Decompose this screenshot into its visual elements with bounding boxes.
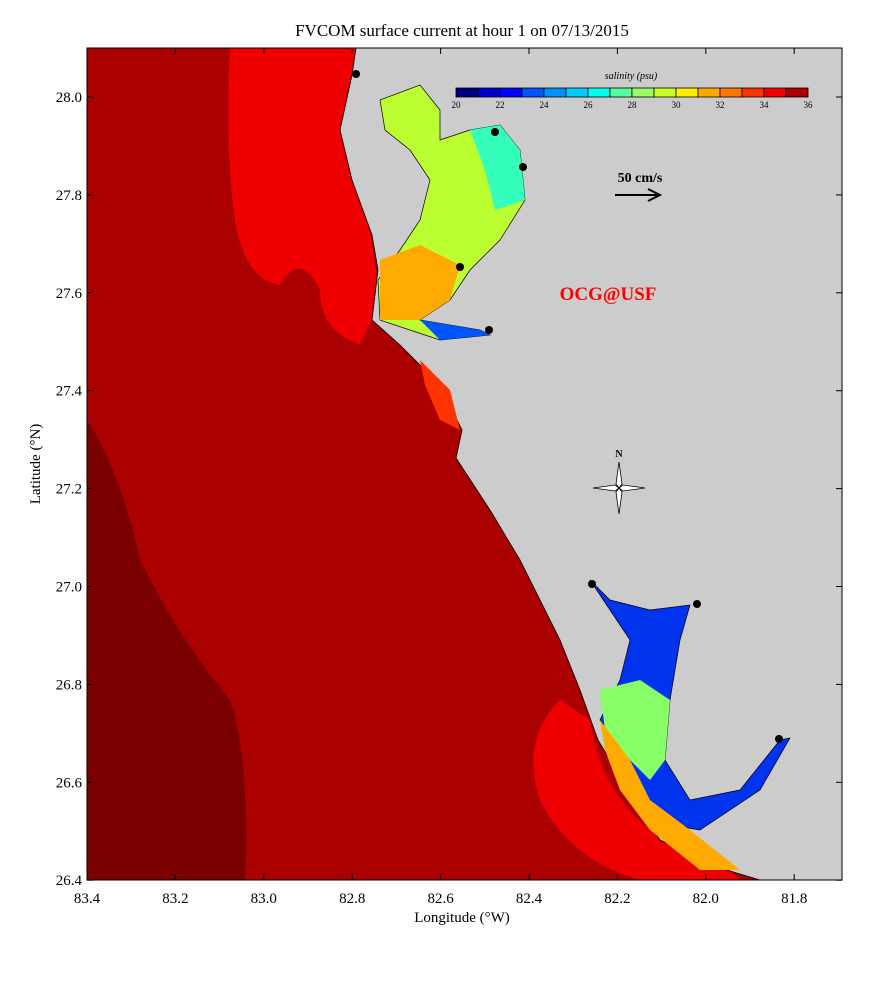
plot-title: FVCOM surface current at hour 1 on 07/13… bbox=[295, 21, 629, 40]
x-axis-label: Longitude (°W) bbox=[414, 910, 510, 926]
x-tick-label: 83.2 bbox=[162, 891, 188, 907]
colorbar-tick-label: 24 bbox=[540, 100, 550, 110]
colorbar-swatch bbox=[522, 88, 544, 97]
colorbar-tick-label: 28 bbox=[628, 100, 638, 110]
colorbar-swatch bbox=[698, 88, 720, 97]
ocg-usf-watermark: OCG@USF bbox=[560, 284, 657, 305]
colorbar-swatch bbox=[610, 88, 632, 97]
colorbar-swatch bbox=[500, 88, 522, 97]
y-tick-label: 27.6 bbox=[56, 286, 83, 302]
x-tick-label: 83.0 bbox=[251, 891, 277, 907]
colorbar-swatch bbox=[588, 88, 610, 97]
colorbar-swatch bbox=[764, 88, 786, 97]
y-tick-label: 27.2 bbox=[56, 482, 82, 498]
colorbar-tick-label: 30 bbox=[672, 100, 682, 110]
colorbar-label: salinity (psu) bbox=[605, 71, 658, 82]
colorbar-tick-label: 36 bbox=[804, 100, 814, 110]
x-tick-label: 82.2 bbox=[604, 891, 630, 907]
x-tick-label: 81.8 bbox=[781, 891, 807, 907]
x-tick-label: 82.0 bbox=[693, 891, 719, 907]
colorbar-swatch bbox=[742, 88, 764, 97]
x-tick-label: 82.6 bbox=[427, 891, 454, 907]
scale-arrow-label: 50 cm/s bbox=[618, 171, 663, 186]
x-tick-label: 83.4 bbox=[74, 891, 101, 907]
colorbar-tick-label: 32 bbox=[716, 100, 725, 110]
y-tick-label: 26.6 bbox=[56, 775, 83, 791]
y-tick-label: 26.4 bbox=[56, 873, 83, 889]
north-label: N bbox=[615, 449, 623, 460]
y-tick-label: 27.0 bbox=[56, 580, 82, 596]
colorbar-swatch bbox=[786, 88, 808, 97]
x-tick-label: 82.8 bbox=[339, 891, 365, 907]
colorbar-tick-label: 20 bbox=[452, 100, 462, 110]
colorbar-swatch bbox=[566, 88, 588, 97]
y-tick-label: 26.8 bbox=[56, 677, 82, 693]
y-axis-label: Latitude (°N) bbox=[28, 424, 44, 505]
y-tick-label: 28.0 bbox=[56, 90, 82, 106]
colorbar-swatch bbox=[720, 88, 742, 97]
y-tick-label: 27.4 bbox=[56, 384, 83, 400]
colorbar-tick-label: 22 bbox=[496, 100, 505, 110]
colorbar-swatch bbox=[654, 88, 676, 97]
colorbar-swatch bbox=[676, 88, 698, 97]
x-tick-label: 82.4 bbox=[516, 891, 543, 907]
colorbar-swatch bbox=[478, 88, 500, 97]
colorbar-swatch bbox=[456, 88, 478, 97]
colorbar-tick-label: 34 bbox=[760, 100, 770, 110]
y-tick-label: 27.8 bbox=[56, 188, 82, 204]
colorbar-swatch bbox=[544, 88, 566, 97]
colorbar-tick-label: 26 bbox=[584, 100, 594, 110]
colorbar-swatch bbox=[632, 88, 654, 97]
